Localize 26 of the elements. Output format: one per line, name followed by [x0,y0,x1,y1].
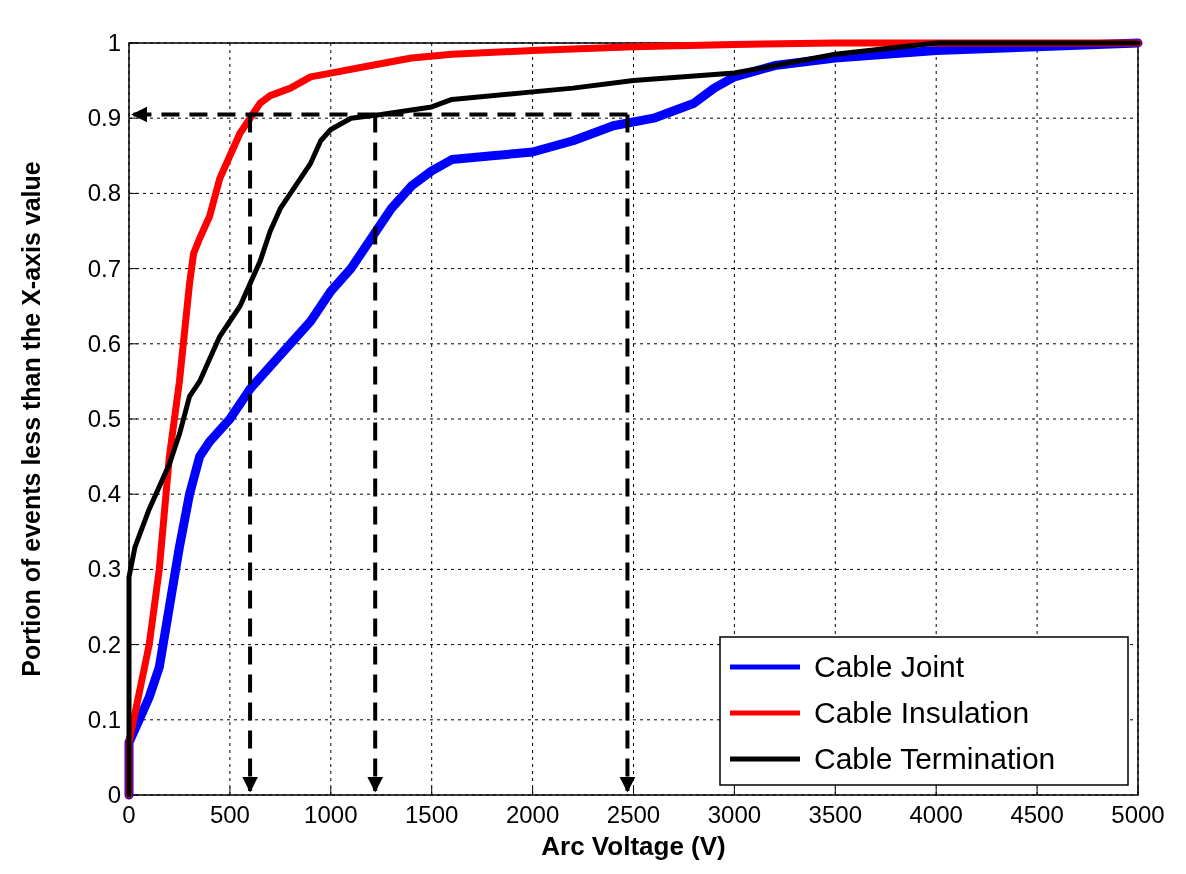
x-tick-label: 1500 [405,801,459,828]
x-tick-label: 500 [209,801,250,828]
y-tick-label: 0.5 [87,405,121,432]
x-tick-label: 5000 [1111,801,1165,828]
y-tick-label: 0.3 [87,555,121,583]
legend-label: Cable Insulation [814,696,1030,729]
x-axis-title: Arc Voltage (V) [541,831,726,861]
y-tick-label: 0.9 [87,104,121,132]
x-tick-label: 3000 [707,801,762,828]
y-tick-label: 0.4 [87,480,121,508]
y-tick-label: 0.7 [87,254,121,282]
y-axis-title: Portion of events less than the X-axis value [17,161,45,677]
legend-label: Cable Termination [814,742,1056,775]
x-tick-label: 3500 [808,801,862,828]
y-tick-label: 1 [107,29,121,56]
x-tick-label: 1000 [304,801,358,828]
y-tick-label: 0.6 [87,329,121,357]
y-tick-label: 0 [107,781,121,808]
x-tick-label: 2500 [606,801,661,828]
y-tick-label: 0.8 [87,179,121,207]
x-tick-label: 4500 [1010,801,1064,828]
x-tick-label: 4000 [909,801,963,828]
legend-label: Cable Joint [814,650,965,683]
y-tick-label: 0.2 [87,630,121,658]
x-tick-label: 2000 [505,801,560,828]
y-tick-label: 0.1 [87,705,121,733]
